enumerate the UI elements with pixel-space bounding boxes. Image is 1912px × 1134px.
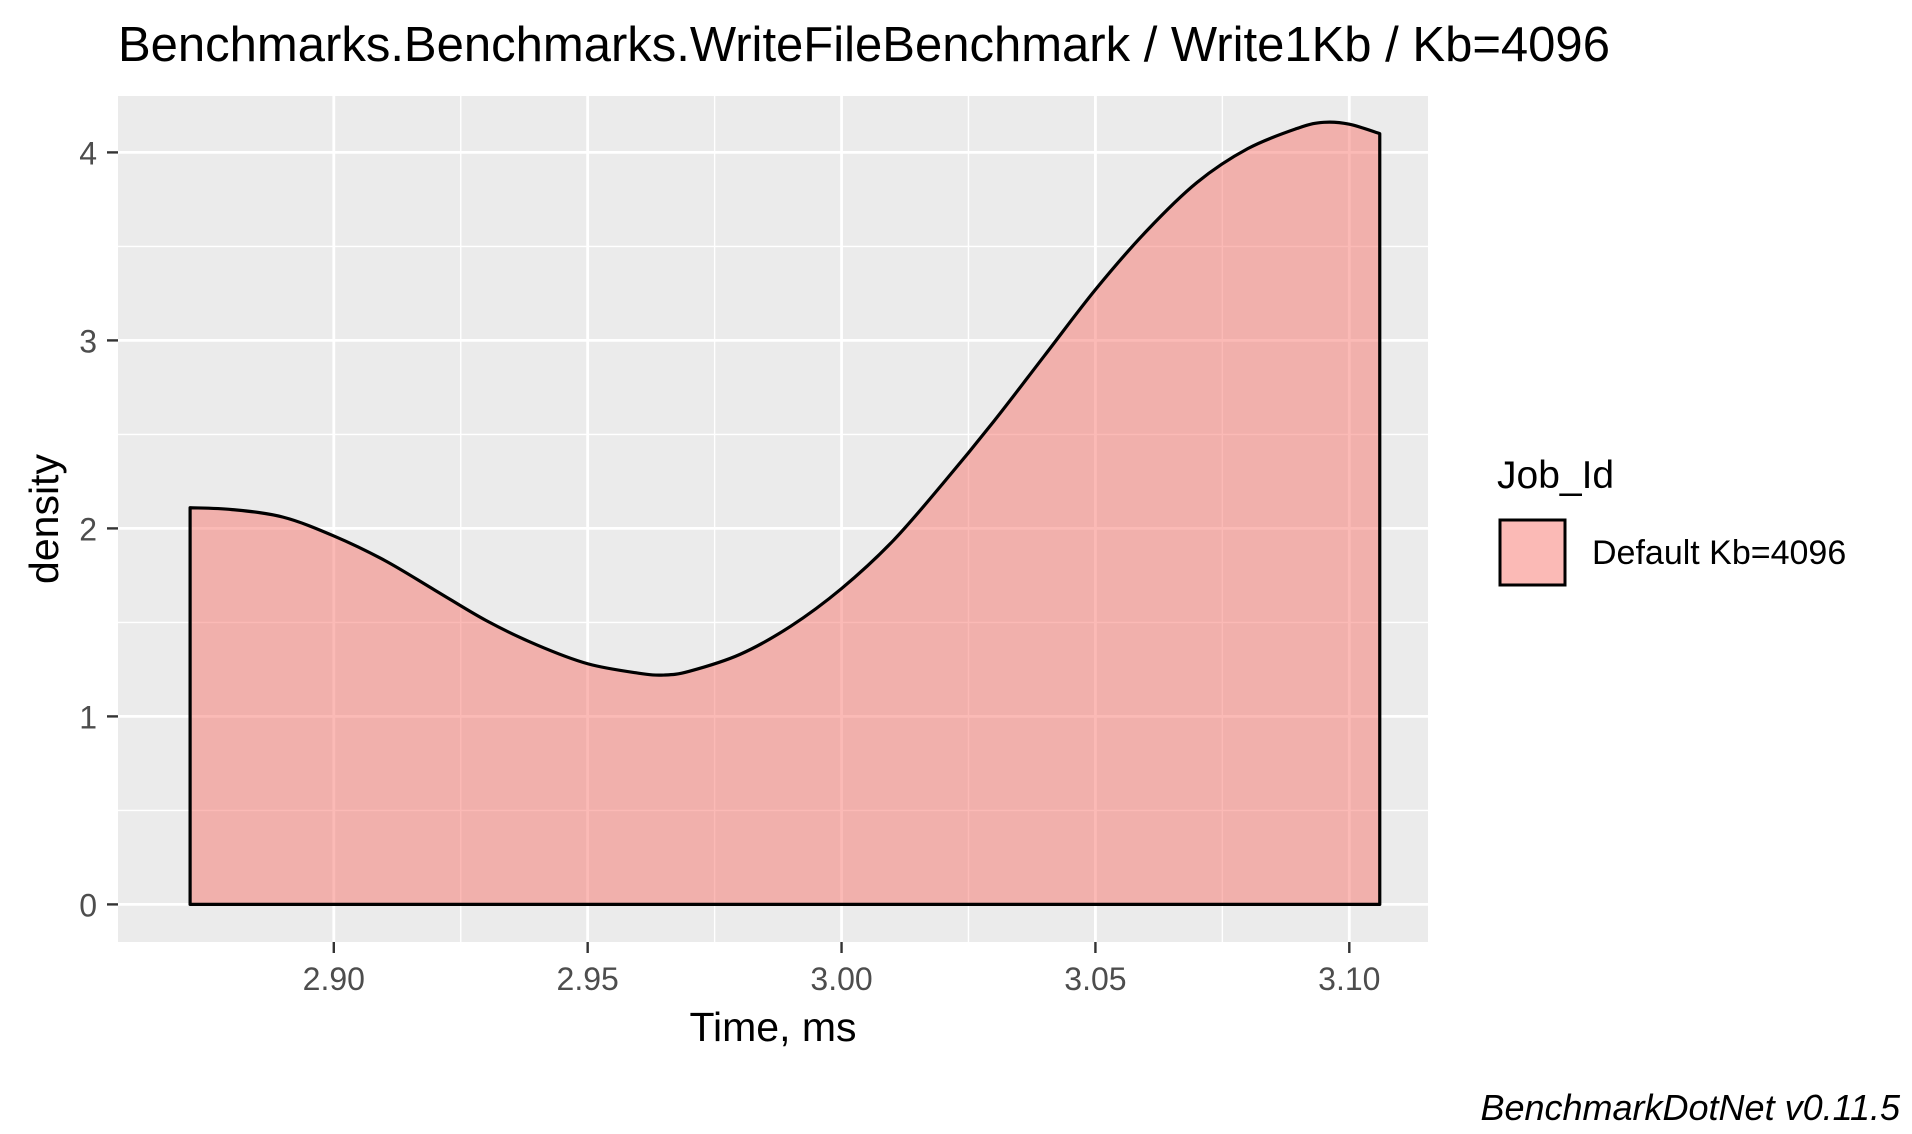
- density-area: [188, 120, 1382, 906]
- y-tick-label: 2: [79, 511, 97, 547]
- chart-title: Benchmarks.Benchmarks.WriteFileBenchmark…: [118, 18, 1610, 72]
- y-tick-label: 0: [79, 887, 97, 923]
- y-axis-title: density: [21, 454, 67, 584]
- y-tick-label: 1: [79, 699, 97, 735]
- x-tick-label: 3.10: [1318, 961, 1380, 997]
- x-axis: 2.90 2.95 3.00 3.05 3.10: [303, 942, 1380, 997]
- y-tick-label: 3: [79, 323, 97, 359]
- y-axis: 0 1 2 3 4: [79, 135, 118, 923]
- x-axis-title: Time, ms: [689, 1004, 856, 1050]
- legend-label-default: Default Kb=4096: [1592, 534, 1846, 572]
- legend-title: Job_Id: [1497, 454, 1614, 497]
- x-tick-label: 2.95: [557, 961, 619, 997]
- x-tick-label: 3.00: [810, 961, 872, 997]
- legend: Job_Id Default Kb=4096: [1497, 454, 1846, 587]
- caption: BenchmarkDotNet v0.11.5: [1480, 1087, 1901, 1128]
- x-tick-label: 3.05: [1064, 961, 1126, 997]
- y-tick-label: 4: [79, 135, 97, 171]
- legend-key-default: [1498, 518, 1567, 587]
- density-curve: [188, 120, 1382, 906]
- x-tick-label: 2.90: [303, 961, 365, 997]
